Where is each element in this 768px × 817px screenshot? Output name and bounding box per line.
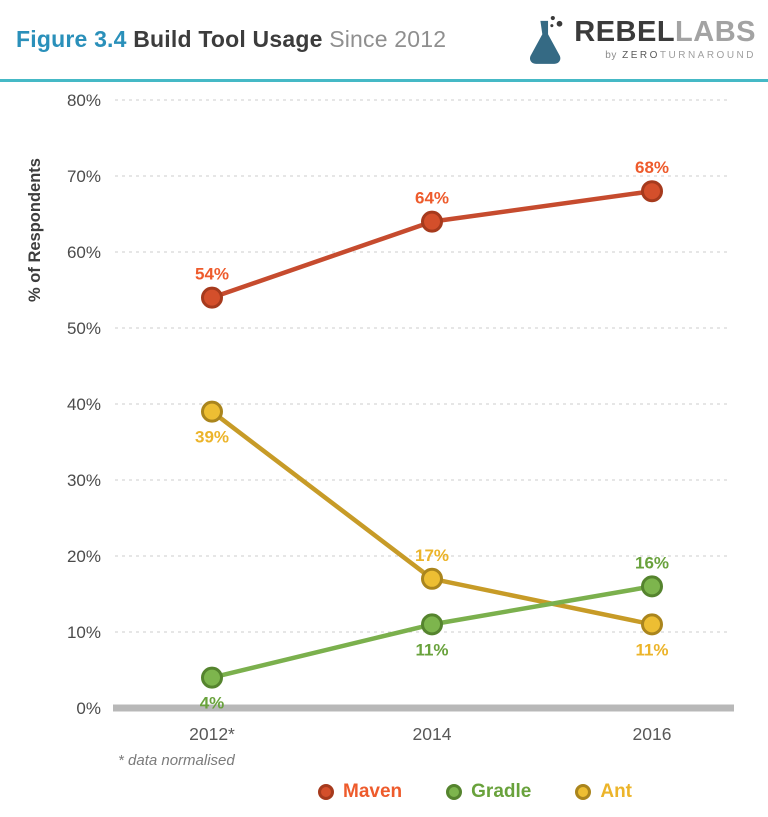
series-line-ant bbox=[209, 409, 655, 627]
x-tick-label: 2014 bbox=[413, 724, 452, 744]
rebellabs-logo: REBELLABS by ZEROTURNAROUND bbox=[528, 13, 756, 67]
y-tick-label: 40% bbox=[67, 395, 101, 414]
data-label-maven: 68% bbox=[635, 158, 669, 177]
legend-label-maven: Maven bbox=[343, 781, 403, 802]
y-tick-label: 80% bbox=[67, 91, 101, 110]
chart-footnote: * data normalised bbox=[118, 752, 235, 769]
data-label-ant: 39% bbox=[195, 428, 229, 447]
byline-by: by bbox=[605, 50, 617, 61]
legend-item-ant: Ant bbox=[575, 781, 632, 803]
y-tick-label: 20% bbox=[67, 547, 101, 566]
data-label-ant: 17% bbox=[415, 546, 449, 565]
data-point-ant bbox=[201, 400, 223, 423]
legend-dot-maven bbox=[318, 784, 334, 800]
y-tick-label: 30% bbox=[67, 471, 101, 490]
figure-number: Figure 3.4 bbox=[16, 26, 127, 52]
data-point-ant bbox=[641, 613, 663, 636]
brand-rebel: REBEL bbox=[574, 16, 676, 48]
x-axis-baseline bbox=[113, 704, 734, 712]
legend-item-gradle: Gradle bbox=[446, 781, 531, 803]
legend-item-maven: Maven bbox=[318, 781, 402, 803]
x-tick-label: 2016 bbox=[633, 724, 672, 744]
data-label-gradle: 4% bbox=[200, 694, 225, 713]
data-label-maven: 64% bbox=[415, 189, 449, 208]
x-tick-label: 2012* bbox=[189, 724, 235, 744]
legend-dot-gradle bbox=[446, 784, 463, 800]
brand-labs: LABS bbox=[675, 16, 756, 48]
legend-label-ant: Ant bbox=[600, 781, 632, 802]
data-point-maven bbox=[641, 180, 663, 203]
legend-label-gradle: Gradle bbox=[471, 781, 532, 802]
y-tick-label: 10% bbox=[67, 623, 101, 642]
data-point-gradle bbox=[421, 613, 443, 636]
figure-title: Build Tool Usage bbox=[133, 26, 323, 52]
data-label-maven: 54% bbox=[195, 265, 229, 284]
figure-subtitle: Since 2012 bbox=[329, 26, 447, 52]
data-point-gradle bbox=[201, 666, 223, 689]
chart-legend: Maven Gradle Ant bbox=[318, 781, 632, 803]
byline-turnaround: TURNAROUND bbox=[659, 50, 756, 61]
data-label-gradle: 16% bbox=[635, 553, 669, 572]
y-axis-title: % of Respondents bbox=[26, 158, 44, 302]
brand-byline: by ZEROTURNAROUND bbox=[574, 51, 756, 61]
data-point-maven bbox=[201, 286, 223, 309]
figure-header: Figure 3.4 Build Tool Usage Since 2012 R… bbox=[0, 0, 768, 82]
y-tick-label: 50% bbox=[67, 319, 101, 338]
data-point-gradle bbox=[641, 575, 663, 598]
brand-name: REBELLABS bbox=[574, 18, 756, 47]
figure-title-line: Figure 3.4 Build Tool Usage Since 2012 bbox=[16, 26, 446, 53]
flask-icon bbox=[530, 15, 563, 64]
y-tick-label: 60% bbox=[67, 243, 101, 262]
y-tick-label: 0% bbox=[76, 699, 101, 718]
data-label-ant: 11% bbox=[635, 640, 668, 659]
data-point-ant bbox=[421, 567, 443, 590]
brand-block: REBELLABS by ZEROTURNAROUND bbox=[574, 18, 756, 61]
data-label-gradle: 11% bbox=[415, 640, 448, 659]
y-tick-label: 70% bbox=[67, 167, 101, 186]
data-point-maven bbox=[421, 210, 443, 233]
legend-dot-ant bbox=[575, 784, 592, 800]
line-chart: 0% 10% 20% 30% 40% 50% 60% 70% 80% % of Responden… bbox=[26, 91, 734, 744]
byline-zero: ZERO bbox=[622, 50, 660, 61]
